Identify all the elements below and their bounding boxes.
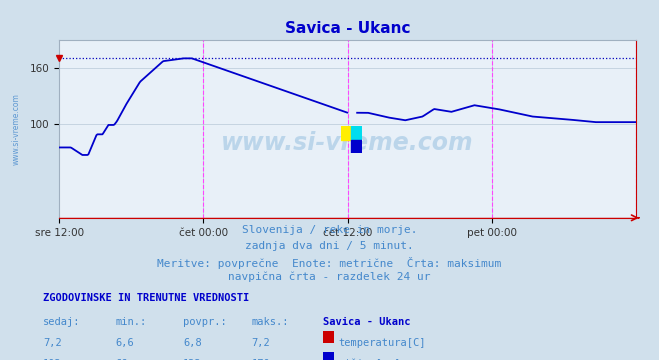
- Text: 170: 170: [252, 359, 270, 360]
- Text: 102: 102: [43, 359, 61, 360]
- Text: povpr.:: povpr.:: [183, 317, 227, 327]
- Text: ZGODOVINSKE IN TRENUTNE VREDNOSTI: ZGODOVINSKE IN TRENUTNE VREDNOSTI: [43, 293, 249, 303]
- Text: 7,2: 7,2: [43, 338, 61, 348]
- Text: min.:: min.:: [115, 317, 146, 327]
- Text: temperatura[C]: temperatura[C]: [338, 338, 426, 348]
- Text: maks.:: maks.:: [252, 317, 289, 327]
- Title: Savica - Ukanc: Savica - Ukanc: [285, 21, 411, 36]
- Text: 7,2: 7,2: [252, 338, 270, 348]
- Bar: [341, 126, 351, 140]
- Text: www.si-vreme.com: www.si-vreme.com: [12, 93, 20, 165]
- Bar: [351, 140, 362, 153]
- Text: 66: 66: [115, 359, 128, 360]
- Text: 6,6: 6,6: [115, 338, 134, 348]
- Text: Slovenija / reke in morje.: Slovenija / reke in morje.: [242, 225, 417, 235]
- Text: 6,8: 6,8: [183, 338, 202, 348]
- Text: www.si-vreme.com: www.si-vreme.com: [221, 131, 474, 155]
- Text: 122: 122: [183, 359, 202, 360]
- Text: zadnja dva dni / 5 minut.: zadnja dva dni / 5 minut.: [245, 241, 414, 251]
- Text: višina[cm]: višina[cm]: [338, 359, 401, 360]
- Text: sedaj:: sedaj:: [43, 317, 80, 327]
- Text: Savica - Ukanc: Savica - Ukanc: [323, 317, 411, 327]
- Bar: [351, 126, 362, 140]
- Text: navpična črta - razdelek 24 ur: navpična črta - razdelek 24 ur: [228, 272, 431, 282]
- Text: Meritve: povprečne  Enote: metrične  Črta: maksimum: Meritve: povprečne Enote: metrične Črta:…: [158, 257, 501, 269]
